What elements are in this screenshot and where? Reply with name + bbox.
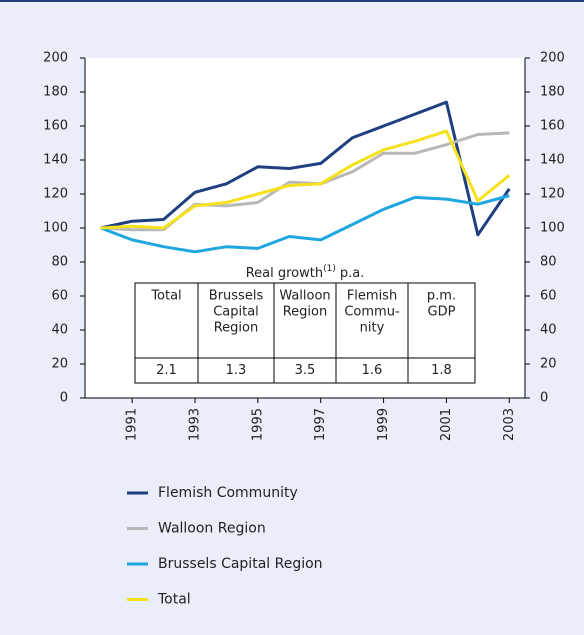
- table-header: Region: [283, 305, 328, 320]
- x-tick-label: 1999: [376, 408, 391, 441]
- growth-table: Total2.1BrusselsCapitalRegion1.3WalloonR…: [134, 282, 476, 384]
- y2-tick-label: 140: [540, 153, 565, 168]
- table-title-suffix: p.a.: [340, 266, 364, 281]
- table-title-text: Real growth: [246, 266, 323, 281]
- top-border: [0, 0, 584, 2]
- table-header: Brussels: [209, 289, 264, 304]
- y-tick-label: 120: [43, 187, 68, 202]
- legend-label: Total: [157, 592, 191, 608]
- x-tick-label: 1995: [250, 408, 265, 441]
- legend-label: Flemish Community: [158, 485, 298, 501]
- legend-label: Walloon Region: [158, 521, 266, 537]
- y-tick-label: 100: [43, 221, 68, 236]
- y-tick-label: 20: [51, 357, 68, 372]
- table-header: Region: [214, 321, 259, 336]
- y-tick-label: 160: [43, 119, 68, 134]
- y-tick-label: 60: [51, 289, 68, 304]
- y2-tick-label: 200: [540, 51, 565, 66]
- table-value: 1.8: [431, 363, 452, 378]
- table-header: GDP: [428, 305, 456, 320]
- marks: [100, 100, 511, 254]
- y2-tick-label: 60: [540, 289, 557, 304]
- y-tick-label: 200: [43, 51, 68, 66]
- table-value: 1.6: [362, 363, 383, 378]
- y2-tick-label: 160: [540, 119, 565, 134]
- x-tick-label: 2001: [439, 408, 454, 441]
- legend-label: Brussels Capital Region: [158, 556, 323, 572]
- y2-tick-label: 80: [540, 255, 557, 270]
- y-tick-label: 80: [51, 255, 68, 270]
- y2-tick-label: 0: [540, 391, 548, 406]
- table-title-sup: (1): [323, 264, 336, 274]
- x-tick-label: 2003: [502, 408, 517, 441]
- y2-tick-label: 40: [540, 323, 557, 338]
- table-header: Commu-: [344, 305, 400, 320]
- y2-tick-label: 120: [540, 187, 565, 202]
- table-header: Walloon: [279, 289, 330, 304]
- x-tick-label: 1991: [125, 408, 140, 441]
- series-line: [100, 129, 511, 230]
- y-tick-label: 180: [43, 85, 68, 100]
- table-value: 2.1: [156, 363, 177, 378]
- table-value: 3.5: [295, 363, 316, 378]
- y-tick-label: 40: [51, 323, 68, 338]
- table-bg: [134, 282, 476, 384]
- table-header: Capital: [213, 305, 259, 320]
- series-line: [100, 194, 510, 254]
- table-title: Real growth(1) p.a.: [246, 264, 365, 281]
- table-header: nity: [360, 321, 385, 336]
- y2-tick-label: 20: [540, 357, 557, 372]
- x-tick-label: 1993: [188, 408, 203, 441]
- series-line: [100, 100, 511, 237]
- x-tick-label: 1997: [313, 408, 328, 441]
- table-header: p.m.: [427, 289, 456, 304]
- y-tick-label: 0: [60, 391, 68, 406]
- y2-tick-label: 180: [540, 85, 565, 100]
- y2-tick-label: 100: [540, 221, 565, 236]
- y-tick-label: 140: [43, 153, 68, 168]
- table-header: Flemish: [347, 289, 397, 304]
- table-header: Total: [150, 289, 181, 304]
- table-value: 1.3: [226, 363, 247, 378]
